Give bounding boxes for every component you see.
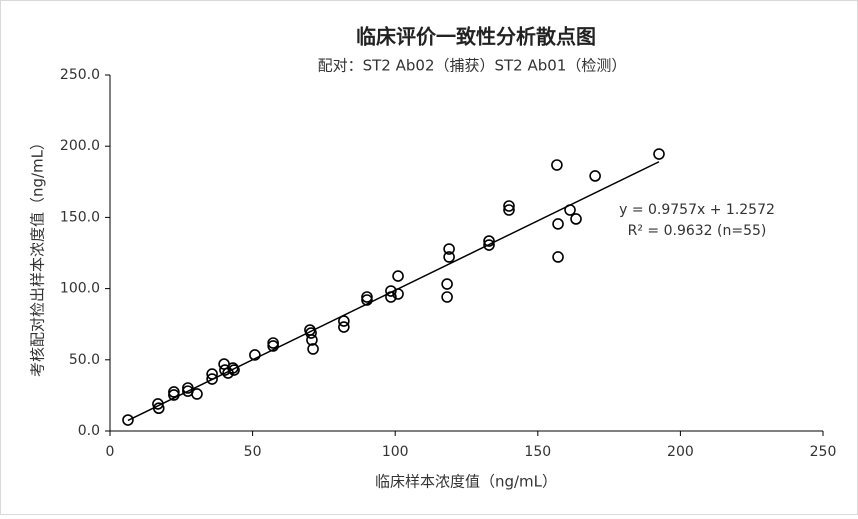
data-point — [168, 389, 180, 401]
data-point — [228, 364, 240, 376]
data-point — [168, 386, 180, 398]
y-tick-label: 100.0 — [60, 281, 100, 297]
data-point — [653, 148, 665, 160]
y-tick-label: 0.0 — [78, 423, 100, 439]
data-point — [307, 343, 319, 355]
data-point — [122, 414, 134, 426]
data-point — [267, 340, 279, 352]
data-point — [443, 251, 455, 263]
data-point — [249, 349, 261, 361]
chart-title: 临床评价一致性分析散点图 — [356, 25, 596, 49]
data-point — [306, 334, 318, 346]
data-point — [305, 327, 317, 339]
x-tick-label: 100 — [382, 444, 409, 460]
data-point — [570, 213, 582, 225]
data-point — [152, 402, 165, 415]
x-tick-label: 200 — [667, 444, 694, 460]
x-tick-label: 50 — [244, 444, 262, 460]
data-point — [385, 285, 397, 297]
data-point — [191, 388, 203, 400]
y-tick-label: 250.0 — [60, 67, 100, 83]
x-tick-label: 0 — [106, 444, 115, 460]
data-point — [267, 337, 279, 349]
data-point — [551, 159, 563, 171]
data-point — [441, 291, 453, 303]
y-tick-label: 150.0 — [60, 209, 100, 225]
data-point — [503, 200, 515, 212]
data-point — [483, 235, 495, 247]
data-point — [503, 204, 515, 216]
data-point — [392, 288, 404, 300]
data-point — [564, 204, 576, 216]
x-tick-label: 150 — [524, 444, 551, 460]
annotation: y = 0.9757x + 1.2572 — [619, 202, 775, 218]
y-axis-label: 考核配对检出样本浓度值（ng/mL） — [29, 135, 47, 377]
data-point — [385, 291, 397, 303]
data-point — [361, 294, 373, 306]
data-point — [441, 278, 453, 290]
data-point — [361, 291, 373, 303]
annotation: R² = 0.9632 (n=55) — [628, 223, 767, 239]
data-point — [338, 315, 350, 327]
data-point — [552, 218, 564, 230]
y-tick-label: 200.0 — [60, 138, 100, 154]
data-point — [206, 373, 218, 385]
data-point — [206, 368, 218, 380]
data-point — [152, 398, 164, 410]
data-point — [392, 270, 404, 282]
chart-subtitle: 配对：ST2 Ab02（捕获）ST2 Ab01（检测） — [318, 57, 627, 75]
data-point — [589, 170, 601, 182]
data-point — [219, 364, 231, 376]
x-axis-label: 临床样本浓度值（ng/mL） — [375, 473, 557, 491]
data-point — [552, 251, 564, 263]
x-tick-label: 250 — [810, 444, 837, 460]
data-point — [443, 243, 455, 255]
data-point — [483, 239, 495, 251]
data-point — [338, 321, 350, 333]
y-tick-label: 50.0 — [69, 352, 100, 368]
data-point — [182, 382, 194, 394]
